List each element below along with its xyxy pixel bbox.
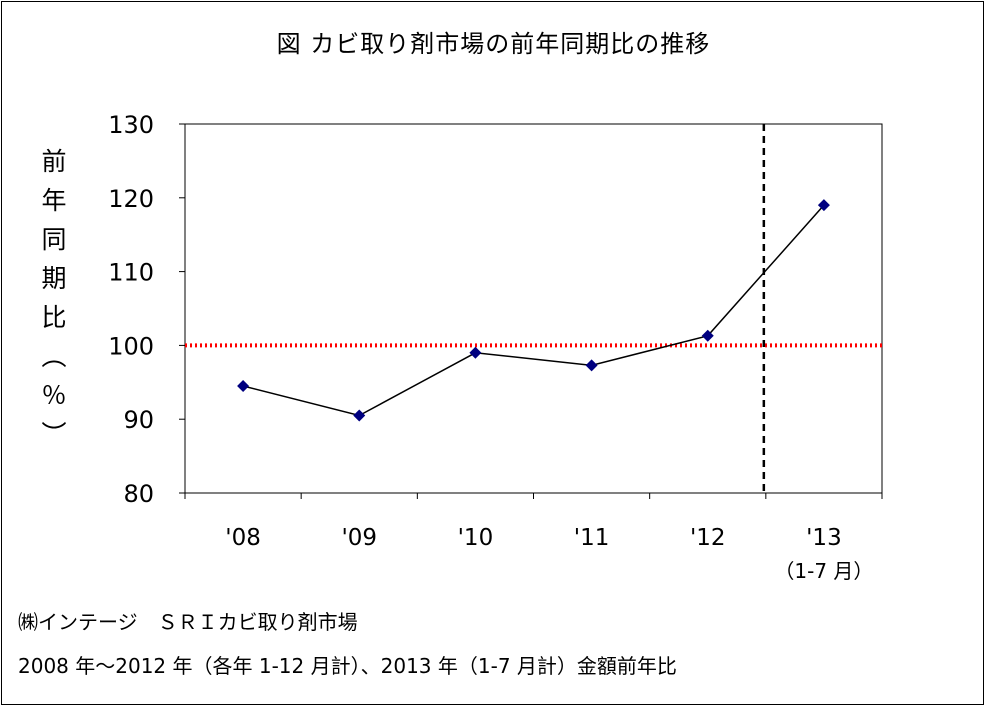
series-line (242, 204, 825, 417)
y-tick-label: 130 (108, 111, 154, 139)
y-tick-label: 100 (108, 332, 154, 360)
plot-area (184, 123, 883, 494)
x-tick-sublabel: （1-7 月） (774, 559, 873, 583)
y-axis-label-char: 年 (41, 186, 67, 215)
x-tick-label: '13 (806, 525, 842, 551)
x-tick-label: '09 (341, 525, 377, 551)
data-point-marker (469, 346, 482, 359)
data-point-marker (237, 379, 250, 392)
y-tick-label: 90 (123, 406, 154, 434)
y-axis-label-char: ︵ (41, 342, 67, 371)
data-point-marker (701, 329, 714, 342)
source-note: ㈱インテージ ＳＲＩカビ取り剤市場 (18, 610, 358, 634)
y-tick-label: 120 (108, 185, 154, 213)
data-point-marker (353, 409, 366, 422)
y-axis-label-char: ︶ (41, 420, 67, 449)
y-axis-label-char: 比 (41, 303, 67, 332)
x-tick-label: '08 (225, 525, 261, 551)
x-tick-label: '10 (458, 525, 494, 551)
y-axis-label: 前年同期比 ︵ ％ ︶ (34, 142, 74, 454)
y-axis-label-char: 前 (41, 147, 67, 176)
line-chart: 80 90 100 110 120 130 '08 '09 '10 '11 '12 '13 （1-7 月… (108, 111, 883, 583)
y-tick-label: 80 (123, 480, 154, 508)
chart-title: 図 カビ取り剤市場の前年同期比の推移 (276, 30, 711, 58)
y-tick-label: 110 (108, 259, 154, 287)
y-axis-label-char: 期 (41, 264, 67, 293)
period-note: 2008 年～2012 年（各年 1-12 月計）、2013 年（1-7 月計）… (18, 654, 677, 678)
x-tick-label: '12 (690, 525, 726, 551)
y-axis-label-char: ％ (41, 381, 67, 410)
data-point-marker (585, 359, 598, 372)
data-point-marker (817, 199, 830, 212)
x-tick-label: '11 (574, 525, 610, 551)
y-axis-label-char: 同 (41, 225, 67, 254)
